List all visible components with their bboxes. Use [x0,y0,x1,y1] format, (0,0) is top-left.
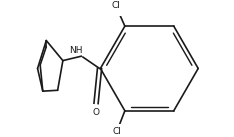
Text: Cl: Cl [112,1,121,10]
Text: O: O [92,108,99,117]
Text: Cl: Cl [113,127,121,136]
Text: NH: NH [69,46,83,55]
